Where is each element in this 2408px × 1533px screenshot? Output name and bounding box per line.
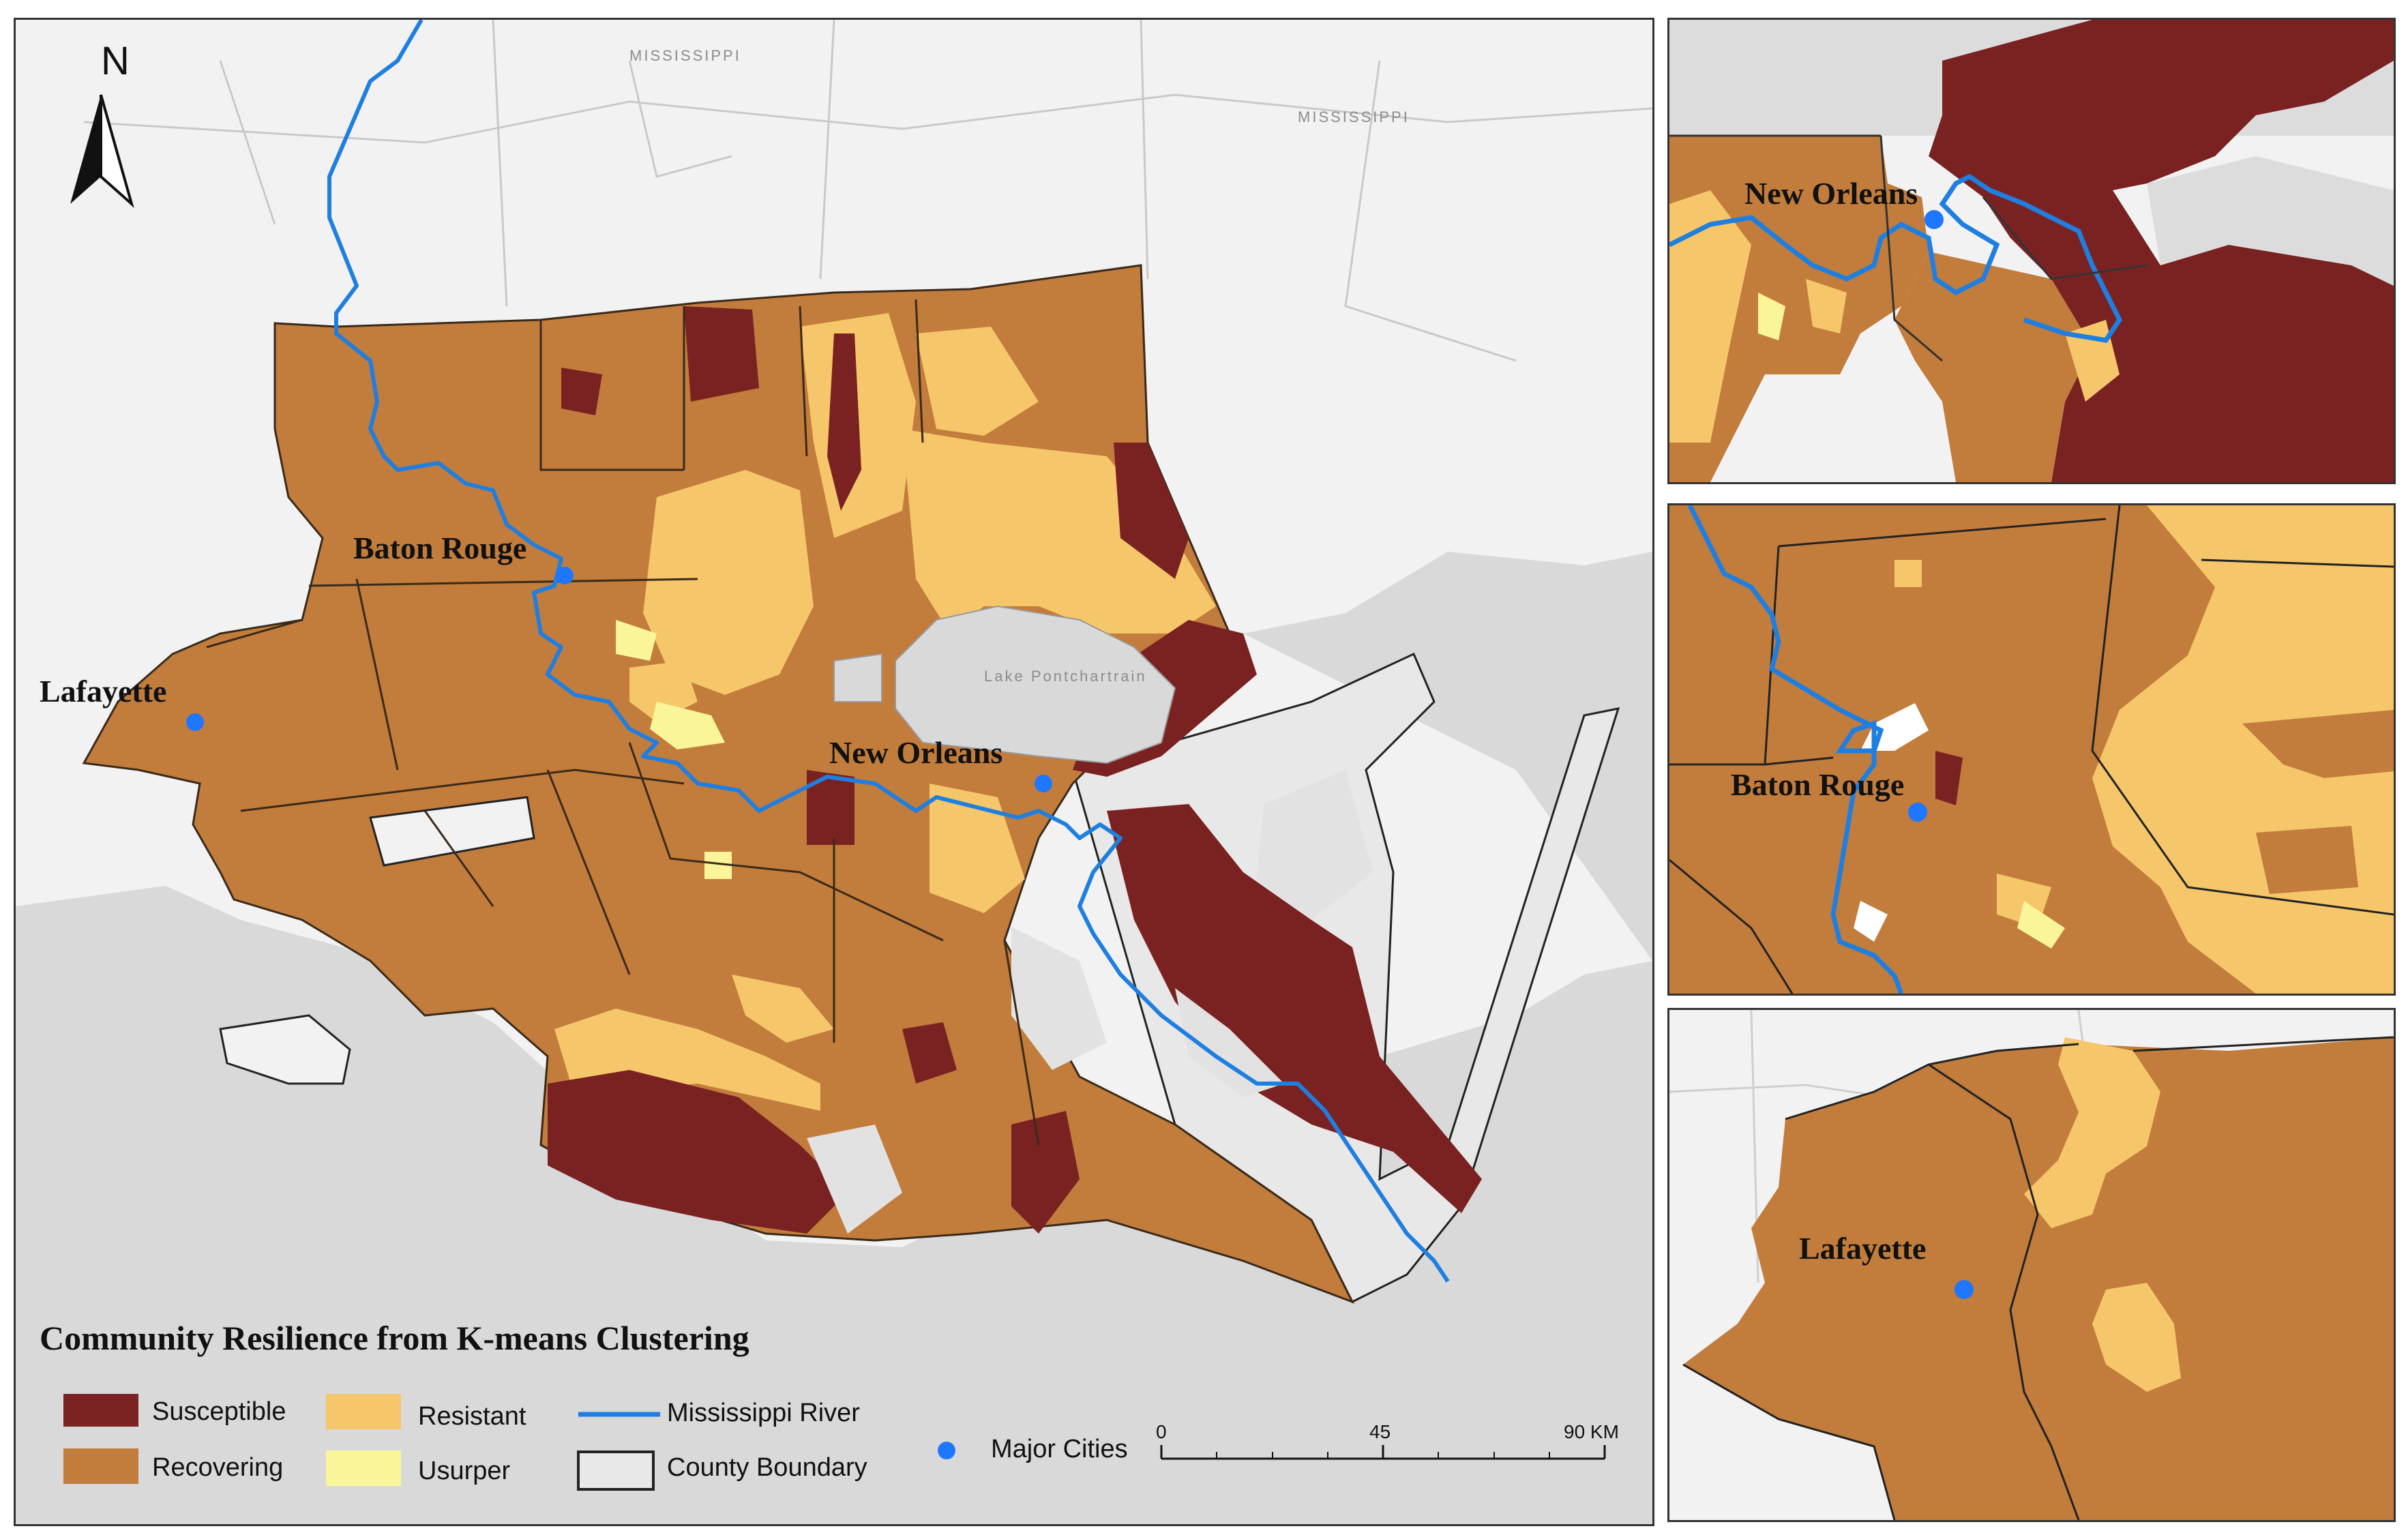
north-arrow-label: N bbox=[101, 39, 130, 83]
scale-tick-45: 45 bbox=[1369, 1421, 1391, 1442]
legend-title: Community Resilience from K-means Cluste… bbox=[40, 1319, 749, 1357]
inset1-city-marker bbox=[1924, 210, 1944, 229]
city-marker-new-orleans bbox=[1035, 775, 1052, 792]
city-marker-lafayette bbox=[186, 713, 204, 731]
city-label-new-orleans: New Orleans bbox=[829, 735, 1002, 770]
north-arrow: N bbox=[70, 39, 134, 209]
city-label-lafayette: Lafayette bbox=[40, 674, 166, 709]
legend-label-recovering: Recovering bbox=[152, 1453, 283, 1482]
city-marker-baton-rouge bbox=[556, 567, 574, 584]
wetland-areas bbox=[807, 770, 1373, 1234]
legend-swatch-usurper bbox=[326, 1450, 401, 1486]
legend: Community Resilience from K-means Cluste… bbox=[40, 1319, 1128, 1491]
background-county-lines bbox=[83, 20, 1652, 362]
main-map-svg: Lake Pontchartrain MISSISSIPPI MISSISSIP… bbox=[16, 20, 1652, 1524]
legend-label-resistant: Resistant bbox=[418, 1402, 526, 1431]
mississippi-river bbox=[327, 20, 1450, 1283]
lake-label: Lake Pontchartrain bbox=[984, 668, 1147, 685]
inset2-susceptible bbox=[1935, 751, 1963, 805]
legend-label-county: County Boundary bbox=[667, 1453, 867, 1482]
county-boundaries bbox=[206, 299, 1040, 1146]
legend-swatch-cities bbox=[938, 1442, 955, 1459]
scale-tick-90: 90 KM bbox=[1564, 1421, 1619, 1442]
legend-swatch-recovering bbox=[63, 1448, 138, 1484]
inset1-resistant bbox=[1669, 190, 2120, 443]
legend-swatch-susceptible bbox=[63, 1394, 138, 1427]
gulf-of-mexico-water bbox=[16, 886, 1652, 1524]
lake-pontchartrain bbox=[895, 605, 1176, 764]
legend-label-cities: Major Cities bbox=[991, 1435, 1128, 1463]
legend-label-river: Mississippi River bbox=[667, 1399, 860, 1427]
legend-swatch-county bbox=[577, 1450, 655, 1491]
inset-baton-rouge: Baton Rouge bbox=[1667, 503, 2396, 996]
inset-lafayette: Lafayette bbox=[1667, 1008, 2396, 1522]
inset-new-orleans: New Orleans bbox=[1667, 18, 2396, 484]
region-usurper bbox=[616, 620, 732, 879]
legend-swatch-resistant bbox=[326, 1394, 401, 1429]
main-map-panel: Lake Pontchartrain MISSISSIPPI MISSISSIP… bbox=[14, 18, 1654, 1526]
inset1-susceptible bbox=[1929, 20, 2394, 482]
inset2-city-marker bbox=[1908, 803, 1927, 822]
legend-label-susceptible: Susceptible bbox=[152, 1397, 286, 1426]
inset3-city-marker bbox=[1954, 1280, 1974, 1299]
scale-tick-0: 0 bbox=[1156, 1421, 1167, 1442]
inset3-resistant bbox=[2024, 1037, 2181, 1392]
scale-bar: 0 45 90 KM bbox=[1156, 1421, 1619, 1460]
state-label-1: MISSISSIPPI bbox=[629, 47, 741, 64]
inset1-city-label: New Orleans bbox=[1744, 176, 1918, 211]
inset2-usurper bbox=[2017, 901, 2065, 949]
state-label-2: MISSISSIPPI bbox=[1298, 108, 1410, 125]
inset3-city-label: Lafayette bbox=[1799, 1231, 1926, 1266]
inset1-usurper bbox=[1758, 293, 1785, 340]
legend-label-usurper: Usurper bbox=[418, 1457, 510, 1485]
inset3-recovering bbox=[1683, 1037, 2394, 1520]
inset2-city-label: Baton Rouge bbox=[1731, 767, 1904, 802]
city-label-baton-rouge: Baton Rouge bbox=[353, 531, 526, 565]
